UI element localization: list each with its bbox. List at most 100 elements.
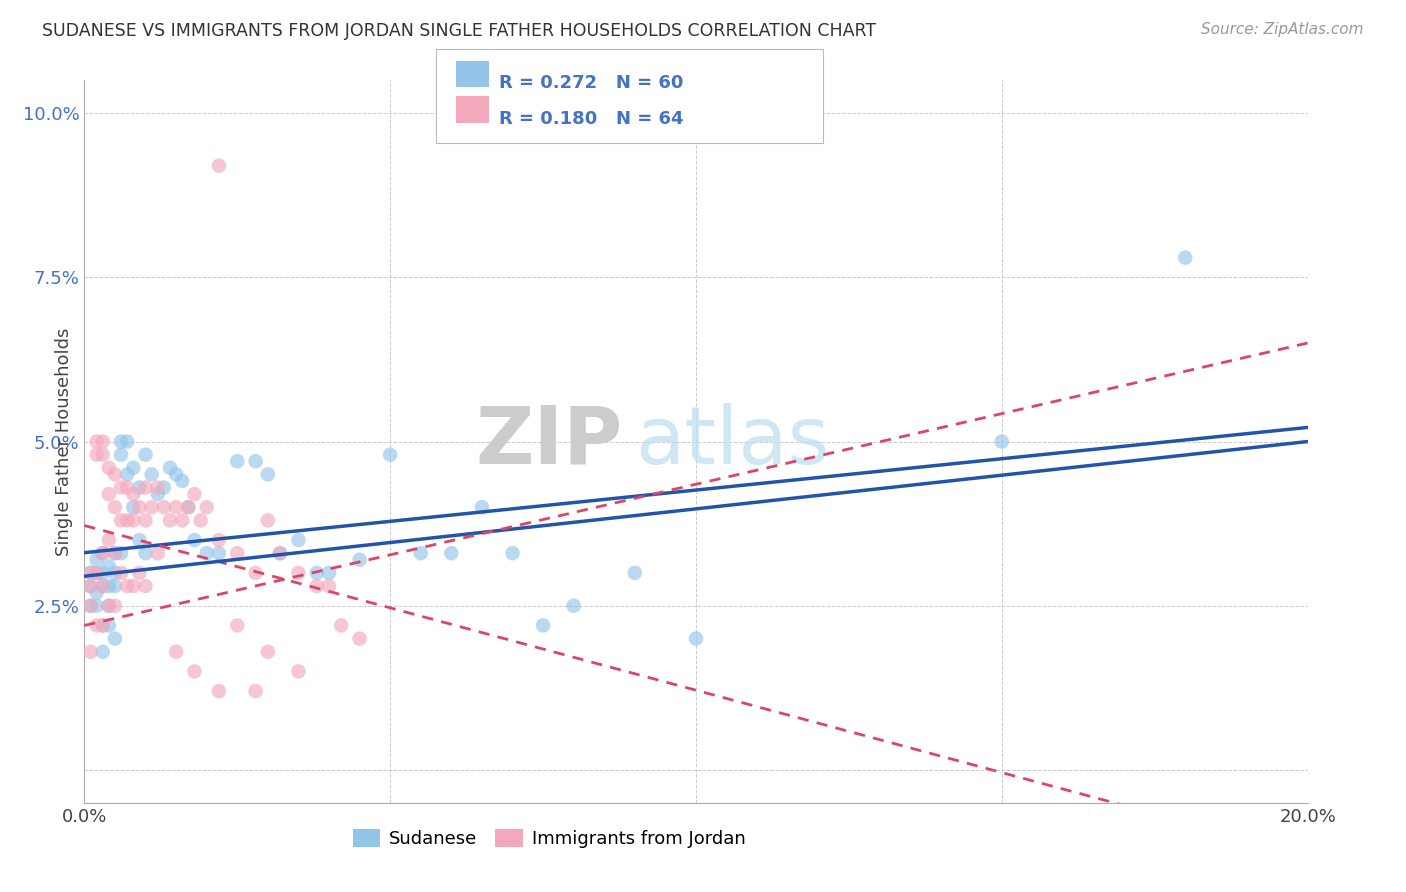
Point — [104, 632, 127, 646]
Point — [91, 434, 114, 449]
Point — [141, 467, 163, 482]
Point — [79, 566, 101, 580]
Point — [97, 559, 120, 574]
Point — [269, 546, 291, 560]
Point — [208, 546, 231, 560]
Point — [104, 579, 127, 593]
Point — [97, 579, 120, 593]
Point — [79, 566, 101, 580]
Point — [1174, 251, 1197, 265]
Point — [287, 665, 309, 679]
Point — [104, 500, 127, 515]
Point — [91, 546, 114, 560]
Point — [305, 566, 328, 580]
Point — [115, 513, 138, 527]
Point — [165, 500, 187, 515]
Point — [104, 599, 127, 613]
Point — [110, 566, 132, 580]
Point — [97, 599, 120, 613]
Text: atlas: atlas — [636, 402, 830, 481]
Point — [91, 618, 114, 632]
Point — [115, 434, 138, 449]
Point — [86, 618, 108, 632]
Text: SUDANESE VS IMMIGRANTS FROM JORDAN SINGLE FATHER HOUSEHOLDS CORRELATION CHART: SUDANESE VS IMMIGRANTS FROM JORDAN SINGL… — [42, 22, 876, 40]
Point — [287, 566, 309, 580]
Point — [208, 533, 231, 547]
Point — [183, 533, 205, 547]
Point — [502, 546, 524, 560]
Point — [146, 487, 169, 501]
Point — [91, 579, 114, 593]
Point — [531, 618, 554, 632]
Point — [86, 599, 108, 613]
Point — [122, 513, 145, 527]
Point — [122, 460, 145, 475]
Point — [172, 513, 194, 527]
Point — [440, 546, 463, 560]
Point — [380, 448, 402, 462]
Point — [991, 434, 1014, 449]
Point — [91, 546, 114, 560]
Point — [86, 566, 108, 580]
Point — [183, 487, 205, 501]
Point — [128, 481, 150, 495]
Text: ZIP: ZIP — [475, 402, 623, 481]
Point — [104, 546, 127, 560]
Point — [86, 434, 108, 449]
Point — [195, 500, 218, 515]
Point — [128, 533, 150, 547]
Point — [330, 618, 353, 632]
Point — [110, 513, 132, 527]
Point — [409, 546, 432, 560]
Point — [79, 579, 101, 593]
Point — [146, 481, 169, 495]
Point — [287, 533, 309, 547]
Point — [110, 434, 132, 449]
Point — [471, 500, 494, 515]
Point — [122, 579, 145, 593]
Point — [257, 467, 280, 482]
Point — [91, 448, 114, 462]
Point — [86, 448, 108, 462]
Point — [135, 481, 157, 495]
Point — [177, 500, 200, 515]
Point — [208, 684, 231, 698]
Point — [305, 579, 328, 593]
Point — [110, 481, 132, 495]
Text: Source: ZipAtlas.com: Source: ZipAtlas.com — [1201, 22, 1364, 37]
Point — [104, 467, 127, 482]
Point — [135, 546, 157, 560]
Point — [318, 579, 340, 593]
Point — [104, 566, 127, 580]
Point — [79, 599, 101, 613]
Point — [183, 665, 205, 679]
Point — [135, 513, 157, 527]
Text: R = 0.180   N = 64: R = 0.180 N = 64 — [499, 110, 683, 128]
Point — [146, 546, 169, 560]
Point — [153, 500, 176, 515]
Point — [97, 599, 120, 613]
Point — [257, 513, 280, 527]
Point — [195, 546, 218, 560]
Text: R = 0.272   N = 60: R = 0.272 N = 60 — [499, 74, 683, 92]
Point — [110, 546, 132, 560]
Point — [115, 481, 138, 495]
Point — [128, 500, 150, 515]
Point — [685, 632, 707, 646]
Point — [208, 159, 231, 173]
Point — [172, 474, 194, 488]
Point — [141, 500, 163, 515]
Point — [159, 513, 181, 527]
Y-axis label: Single Father Households: Single Father Households — [55, 327, 73, 556]
Point — [349, 553, 371, 567]
Point — [226, 618, 249, 632]
Point — [115, 467, 138, 482]
Point — [122, 500, 145, 515]
Point — [159, 460, 181, 475]
Point — [153, 481, 176, 495]
Point — [165, 467, 187, 482]
Legend: Sudanese, Immigrants from Jordan: Sudanese, Immigrants from Jordan — [346, 822, 752, 855]
Point — [86, 553, 108, 567]
Point — [349, 632, 371, 646]
Point — [97, 533, 120, 547]
